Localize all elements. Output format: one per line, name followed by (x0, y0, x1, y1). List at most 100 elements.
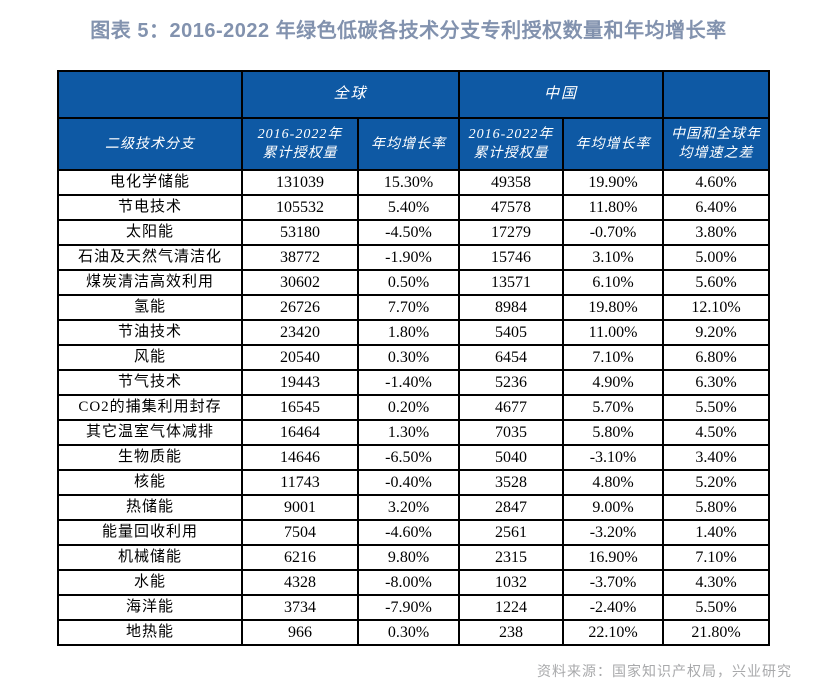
cell-value: 49358 (458, 169, 565, 196)
cell-value: 4.50% (662, 419, 771, 446)
column-header-diff: 中国和全球年 均增速之差 (662, 117, 771, 171)
column-header-global-count: 2016-2022年 累计授权量 (241, 117, 359, 171)
cell-value: 6.30% (662, 369, 771, 396)
cell-value: 5.20% (662, 469, 771, 496)
table-body: 电化学储能 131039 15.30% 49358 19.90% 4.60% 节电技术 105… (57, 169, 771, 646)
cell-branch: 石油及天然气清洁化 (57, 244, 243, 271)
table-row: 核能 11743 -0.40% 3528 4.80% 5.20% (57, 469, 771, 496)
cell-branch: 氢能 (57, 294, 243, 321)
table-row: 电化学储能 131039 15.30% 49358 19.90% 4.60% (57, 169, 771, 196)
cell-value: 5.70% (562, 394, 665, 421)
cell-value: 30602 (241, 269, 359, 296)
cell-value: 1032 (458, 569, 565, 596)
table-row: 煤炭清洁高效利用 30602 0.50% 13571 6.10% 5.60% (57, 269, 771, 296)
cell-value: -2.40% (562, 594, 665, 621)
table-row: 节油技术 23420 1.80% 5405 11.00% 9.20% (57, 319, 771, 346)
table-row: 能量回收利用 7504 -4.60% 2561 -3.20% 1.40% (57, 519, 771, 546)
cell-value: 6.40% (662, 194, 771, 221)
cell-branch: 太阳能 (57, 219, 243, 246)
table-row: 海洋能 3734 -7.90% 1224 -2.40% 5.50% (57, 594, 771, 621)
table-row: 石油及天然气清洁化 38772 -1.90% 15746 3.10% 5.00% (57, 244, 771, 271)
table-row: 节电技术 105532 5.40% 47578 11.80% 6.40% (57, 194, 771, 221)
table-row: 热储能 9001 3.20% 2847 9.00% 5.80% (57, 494, 771, 521)
cell-value: 6.10% (562, 269, 665, 296)
cell-value: 16464 (241, 419, 359, 446)
cell-value: -4.50% (356, 219, 461, 246)
cell-value: 19.80% (562, 294, 665, 321)
cell-value: 1.40% (662, 519, 771, 546)
cell-value: 7.10% (662, 544, 771, 571)
cell-value: -6.50% (356, 444, 461, 471)
cell-branch: 煤炭清洁高效利用 (57, 269, 243, 296)
cell-value: 5040 (458, 444, 565, 471)
cell-value: 5.60% (662, 269, 771, 296)
cell-branch: 电化学储能 (57, 169, 243, 196)
table-row: 机械储能 6216 9.80% 2315 16.90% 7.10% (57, 544, 771, 571)
cell-value: 5.80% (662, 494, 771, 521)
cell-value: -1.40% (356, 369, 461, 396)
cell-value: 17279 (458, 219, 565, 246)
cell-value: 105532 (241, 194, 359, 221)
cell-value: 53180 (241, 219, 359, 246)
cell-branch: 核能 (57, 469, 243, 496)
cell-value: 5.50% (662, 594, 771, 621)
table-row: 节气技术 19443 -1.40% 5236 4.90% 6.30% (57, 369, 771, 396)
source-note: 资料来源：国家知识产权局，兴业研究 (537, 663, 792, 679)
cell-branch: 热储能 (57, 494, 243, 521)
cell-value: 3.20% (356, 494, 461, 521)
cell-value: 3.80% (662, 219, 771, 246)
cell-value: 12.10% (662, 294, 771, 321)
cell-branch: 风能 (57, 344, 243, 371)
cell-value: 3528 (458, 469, 565, 496)
cell-value: -0.70% (562, 219, 665, 246)
cell-value: 6216 (241, 544, 359, 571)
cell-branch: 生物质能 (57, 444, 243, 471)
column-header-label: 中国和全球年 (671, 127, 762, 142)
table-row: 生物质能 14646 -6.50% 5040 -3.10% 3.40% (57, 444, 771, 471)
cell-value: 2315 (458, 544, 565, 571)
cell-value: -7.90% (356, 594, 461, 621)
cell-value: 7504 (241, 519, 359, 546)
cell-value: 131039 (241, 169, 359, 196)
cell-value: 9001 (241, 494, 359, 521)
cell-value: 6.80% (662, 344, 771, 371)
cell-value: 3734 (241, 594, 359, 621)
cell-value: 26726 (241, 294, 359, 321)
cell-value: 9.80% (356, 544, 461, 571)
cell-value: 4.80% (562, 469, 665, 496)
cell-value: 0.30% (356, 619, 461, 646)
column-header-row: 二级技术分支 2016-2022年 累计授权量 年均增长率 2016-2022年累… (57, 117, 771, 171)
cell-value: 15.30% (356, 169, 461, 196)
cell-value: 11.00% (562, 319, 665, 346)
cell-branch: 机械储能 (57, 544, 243, 571)
cell-value: 14646 (241, 444, 359, 471)
figure-title: 图表 5：2016-2022 年绿色低碳各技术分支专利授权数量和年均增长率 (90, 20, 727, 42)
cell-value: -0.40% (356, 469, 461, 496)
cell-value: 3.40% (662, 444, 771, 471)
cell-value: 21.80% (662, 619, 771, 646)
cell-value: 5405 (458, 319, 565, 346)
cell-value: 20540 (241, 344, 359, 371)
column-header-branch: 二级技术分支 (57, 117, 243, 171)
cell-branch: 能量回收利用 (57, 519, 243, 546)
table-row: 地热能 966 0.30% 238 22.10% 21.80% (57, 619, 771, 646)
cell-value: 4328 (241, 569, 359, 596)
table-row: 氢能 26726 7.70% 8984 19.80% 12.10% (57, 294, 771, 321)
table-row: 太阳能 53180 -4.50% 17279 -0.70% 3.80% (57, 219, 771, 246)
cell-value: -4.60% (356, 519, 461, 546)
cell-value: 5.00% (662, 244, 771, 271)
column-header-label: 2016-2022年 (257, 127, 343, 142)
cell-value: 11743 (241, 469, 359, 496)
cell-value: 7.10% (562, 344, 665, 371)
cell-value: 1224 (458, 594, 565, 621)
table-row: 水能 4328 -8.00% 1032 -3.70% 4.30% (57, 569, 771, 596)
table-header: 全球 中国 二级技术分支 2016-2022年 累计授权量 年均增长率 2016-… (57, 70, 771, 171)
table-row: CO2的捕集利用封存 16545 0.20% 4677 5.70% 5.50% (57, 394, 771, 421)
cell-value: 1.30% (356, 419, 461, 446)
cell-value: 16545 (241, 394, 359, 421)
cell-value: 22.10% (562, 619, 665, 646)
column-header-label: 年均增长率 (575, 136, 651, 152)
cell-value: 6454 (458, 344, 565, 371)
cell-value: 11.80% (562, 194, 665, 221)
column-header-label: 年均增长率 (371, 136, 446, 152)
